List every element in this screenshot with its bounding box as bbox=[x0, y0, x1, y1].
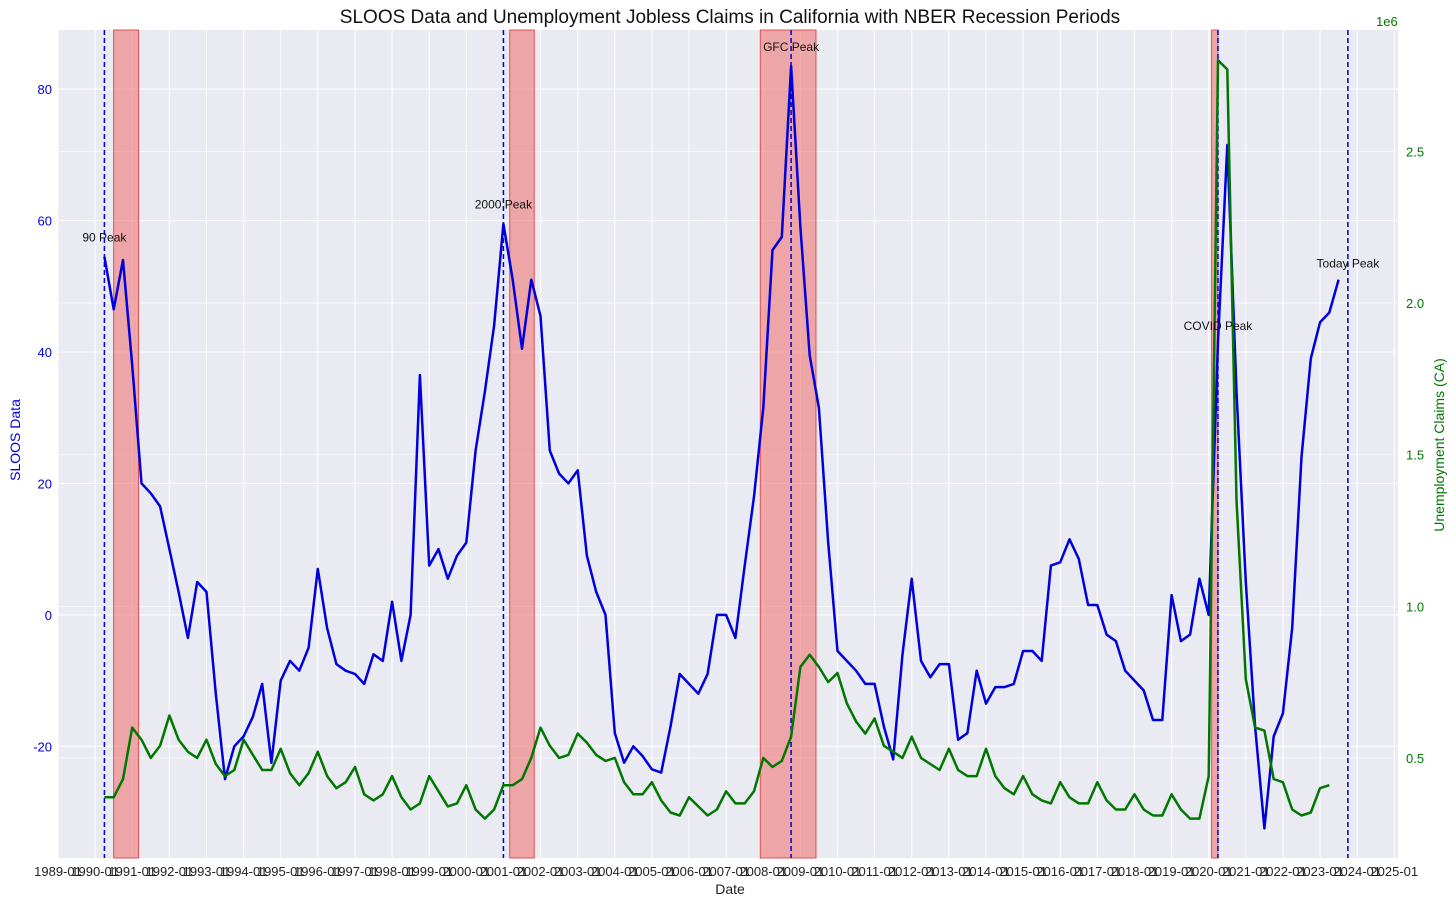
recession-band bbox=[759, 29, 817, 859]
y-left-tick-label: 20 bbox=[38, 476, 52, 491]
y-left-tick-label: -20 bbox=[33, 739, 52, 754]
x-tick-label: 2012-01 bbox=[888, 864, 936, 879]
x-axis-ticks: 1989-011990-011991-011992-011993-011994-… bbox=[34, 864, 1418, 879]
x-tick-label: 1990-01 bbox=[71, 864, 119, 879]
y-left-tick-label: 0 bbox=[45, 608, 52, 623]
x-tick-label: 2017-01 bbox=[1073, 864, 1121, 879]
y-axis-right-multiplier: 1e6 bbox=[1376, 14, 1398, 29]
x-tick-label: 2002-01 bbox=[517, 864, 565, 879]
x-tick-label: 1999-01 bbox=[405, 864, 453, 879]
y-left-tick-label: 60 bbox=[38, 214, 52, 229]
x-tick-label: 2020-01 bbox=[1185, 864, 1233, 879]
y-axis-left-label: SLOOS Data bbox=[7, 399, 23, 481]
x-tick-label: 2015-01 bbox=[999, 864, 1047, 879]
x-axis-label: Date bbox=[715, 881, 745, 897]
x-tick-label: 2011-01 bbox=[851, 864, 898, 879]
x-tick-label: 2009-01 bbox=[777, 864, 825, 879]
x-tick-label: 2016-01 bbox=[1036, 864, 1084, 879]
peak-label: Today Peak bbox=[1317, 257, 1381, 271]
chart-title: SLOOS Data and Unemployment Jobless Clai… bbox=[340, 7, 1120, 28]
x-tick-label: 1995-01 bbox=[257, 864, 305, 879]
x-tick-label: 2010-01 bbox=[814, 864, 862, 879]
x-tick-label: 2022-01 bbox=[1259, 864, 1307, 879]
x-tick-label: 2021-01 bbox=[1222, 864, 1270, 879]
x-tick-label: 2018-01 bbox=[1111, 864, 1159, 879]
x-tick-label: 2001-01 bbox=[480, 864, 528, 879]
x-tick-label: 2007-01 bbox=[702, 864, 750, 879]
claims-series-line bbox=[104, 59, 1330, 820]
y-axis-right-ticks: 0.5 1.0 1.5 2.0 2.5 bbox=[1406, 144, 1424, 766]
recession-band bbox=[113, 29, 140, 859]
peak-label: 90 Peak bbox=[82, 230, 127, 244]
x-tick-label: 2014-01 bbox=[962, 864, 1010, 879]
x-tick-label: 1992-01 bbox=[145, 864, 193, 879]
x-tick-label: 2003-01 bbox=[554, 864, 602, 879]
series-lines bbox=[103, 59, 1340, 830]
x-tick-label: 2023-01 bbox=[1296, 864, 1344, 879]
plot-area bbox=[58, 30, 1398, 858]
x-tick-label: 1994-01 bbox=[220, 864, 268, 879]
x-tick-label: 2024-01 bbox=[1333, 864, 1381, 879]
x-tick-label: 2006-01 bbox=[665, 864, 713, 879]
x-tick-label: 1996-01 bbox=[294, 864, 342, 879]
y-right-tick-label: 1.5 bbox=[1406, 448, 1424, 463]
y-left-tick-label: 80 bbox=[38, 82, 52, 97]
x-tick-label: 2004-01 bbox=[591, 864, 639, 879]
peak-label: 2000 Peak bbox=[475, 198, 533, 212]
sloos-series-line bbox=[103, 64, 1340, 830]
x-tick-label: 2000-01 bbox=[442, 864, 490, 879]
x-tick-label: 2008-01 bbox=[739, 864, 787, 879]
recession-band bbox=[509, 29, 535, 859]
peak-label: COVID Peak bbox=[1184, 319, 1254, 333]
x-tick-label: 1993-01 bbox=[183, 864, 231, 879]
x-tick-label: 1997-01 bbox=[331, 864, 379, 879]
y-right-tick-label: 2.0 bbox=[1406, 296, 1424, 311]
x-tick-label: 1998-01 bbox=[368, 864, 416, 879]
y-right-tick-label: 2.5 bbox=[1406, 144, 1424, 159]
y-left-tick-label: 40 bbox=[38, 345, 52, 360]
x-tick-label: 2013-01 bbox=[925, 864, 973, 879]
x-tick-label: 2005-01 bbox=[628, 864, 676, 879]
x-tick-label: 1991-01 bbox=[108, 864, 156, 879]
y-axis-left-ticks: -20 0 20 40 60 80 bbox=[33, 82, 52, 754]
y-right-tick-label: 0.5 bbox=[1406, 751, 1424, 766]
y-right-tick-label: 1.0 bbox=[1406, 599, 1424, 614]
peak-annotations: 90 Peak 2000 Peak GFC Peak COVID Peak Today … bbox=[82, 40, 1380, 333]
x-tick-label: 2025-01 bbox=[1370, 864, 1418, 879]
x-tick-label: 1989-01 bbox=[34, 864, 82, 879]
peak-lines bbox=[103, 30, 1349, 858]
y-axis-right-label: Unemployment Claims (CA) bbox=[1431, 358, 1447, 531]
x-tick-label: 2019-01 bbox=[1148, 864, 1196, 879]
peak-label: GFC Peak bbox=[763, 40, 820, 54]
